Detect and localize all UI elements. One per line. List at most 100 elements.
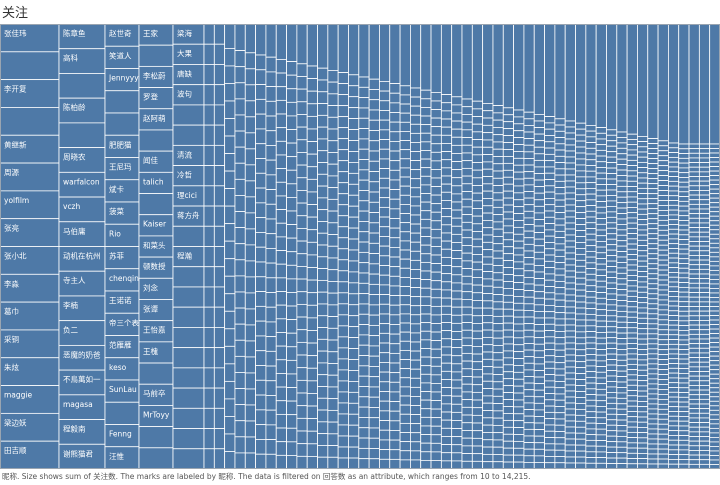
treemap-cell: [616, 142, 628, 149]
treemap-cell: [606, 244, 618, 251]
treemap-cell: [564, 390, 576, 398]
cell-label: 王尼玛: [109, 163, 132, 172]
treemap-cell: [430, 117, 442, 128]
treemap-cell: [420, 24, 432, 91]
treemap-cell: [554, 412, 566, 420]
treemap-cell: [368, 78, 380, 90]
treemap-cell: [585, 434, 597, 441]
treemap-cell: [337, 259, 349, 272]
treemap-cell: [668, 411, 680, 417]
treemap-cell: [451, 250, 463, 260]
treemap-cell: [533, 376, 545, 385]
treemap-cell: [471, 254, 484, 263]
treemap-cell: [234, 291, 246, 309]
treemap-cell: [554, 349, 566, 357]
treemap-cell: [698, 454, 711, 461]
treemap-cell: [709, 319, 720, 325]
treemap-cell: [709, 211, 720, 217]
treemap-cell: [379, 313, 391, 325]
treemap-cell: [451, 298, 463, 308]
treemap-cell: [461, 198, 473, 208]
treemap-cell: [502, 461, 514, 469]
treemap-cell: [58, 73, 106, 99]
treemap-cell: [451, 161, 463, 171]
treemap-cell: [698, 273, 711, 280]
treemap-cell: [595, 258, 607, 265]
treemap-cell: [234, 372, 246, 389]
treemap-cell: [637, 250, 649, 257]
treemap-cell: [317, 256, 329, 270]
treemap-cell: [606, 227, 618, 235]
treemap-cell: [637, 156, 649, 163]
treemap-cell: [513, 316, 525, 325]
treemap-cell: [265, 453, 277, 469]
treemap-cell: [533, 140, 545, 148]
treemap-cell: [492, 127, 504, 136]
treemap-cell: [533, 278, 545, 286]
cell-label: 冷哲: [177, 170, 192, 180]
treemap-cell: [451, 403, 463, 413]
cell-label: Fenng: [109, 430, 132, 439]
treemap-cell: [657, 364, 669, 370]
cell-label: keso: [109, 363, 127, 372]
treemap-cell: [523, 402, 535, 410]
treemap-cell: [399, 432, 411, 443]
treemap-cell: [533, 317, 545, 325]
treemap-cell: [58, 419, 106, 445]
treemap-cell: [461, 345, 473, 354]
treemap-cell: [502, 308, 514, 317]
treemap-cell: [296, 228, 308, 242]
treemap-cell: [554, 274, 566, 282]
treemap-cell: [440, 216, 453, 226]
treemap-cell: [379, 236, 391, 247]
treemap-cell: [688, 333, 700, 340]
treemap-cell: [368, 253, 380, 265]
treemap-cell: [606, 189, 618, 196]
treemap-cell: [668, 209, 680, 216]
treemap-cell: [698, 203, 711, 210]
treemap-cell: [616, 430, 628, 437]
treemap-cell: [502, 204, 514, 213]
treemap-cell: [0, 162, 60, 192]
treemap-cell: [647, 233, 659, 240]
treemap-cell: [513, 289, 525, 297]
treemap-cell: [513, 192, 525, 201]
treemap-cell: [348, 424, 360, 437]
treemap-cell: [327, 128, 339, 142]
treemap-cell: [389, 295, 401, 306]
treemap-cell: [482, 161, 494, 170]
treemap-cell: [409, 196, 422, 207]
treemap-cell: [533, 179, 545, 188]
treemap-cell: [275, 168, 287, 183]
treemap-cell: [668, 430, 680, 436]
treemap-cell: [709, 256, 720, 262]
treemap-cell: [513, 185, 525, 194]
treemap-cell: [451, 153, 463, 162]
treemap-cell: [657, 279, 669, 286]
treemap-cell: [234, 275, 246, 293]
treemap-cell: [533, 455, 545, 463]
cell-label: 张谭: [143, 304, 158, 313]
treemap-cell: [502, 190, 514, 199]
treemap-cell: [461, 291, 473, 300]
treemap-cell: [709, 378, 720, 384]
treemap-cell: [564, 342, 576, 350]
treemap-cell: [358, 200, 370, 212]
treemap-cell: [502, 413, 514, 421]
treemap-cell: [296, 76, 308, 90]
treemap-cell: [523, 164, 535, 173]
treemap-cell: [564, 246, 576, 254]
treemap-cell: [296, 152, 308, 166]
cell-label: 寺主人: [63, 275, 86, 285]
treemap-cell: [698, 208, 711, 215]
treemap-cell: [492, 454, 504, 463]
treemap-cell: [647, 293, 659, 300]
treemap-cell: [585, 176, 597, 184]
treemap-cell: [688, 245, 700, 252]
treemap-cell: [637, 297, 649, 304]
treemap-cell: [668, 166, 680, 173]
treemap-cell: [265, 365, 277, 382]
treemap-cell: [678, 143, 690, 150]
treemap-cell: [513, 282, 525, 290]
treemap-cell: [513, 268, 525, 277]
